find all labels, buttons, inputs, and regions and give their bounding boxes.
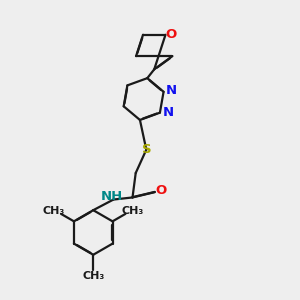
Text: CH₃: CH₃ <box>43 206 65 216</box>
Text: N: N <box>162 106 173 119</box>
Text: O: O <box>155 184 167 196</box>
Text: NH: NH <box>101 190 124 203</box>
Text: N: N <box>165 84 177 97</box>
Text: O: O <box>166 28 177 41</box>
Text: CH₃: CH₃ <box>82 272 104 281</box>
Text: S: S <box>142 143 151 156</box>
Text: CH₃: CH₃ <box>122 206 144 216</box>
